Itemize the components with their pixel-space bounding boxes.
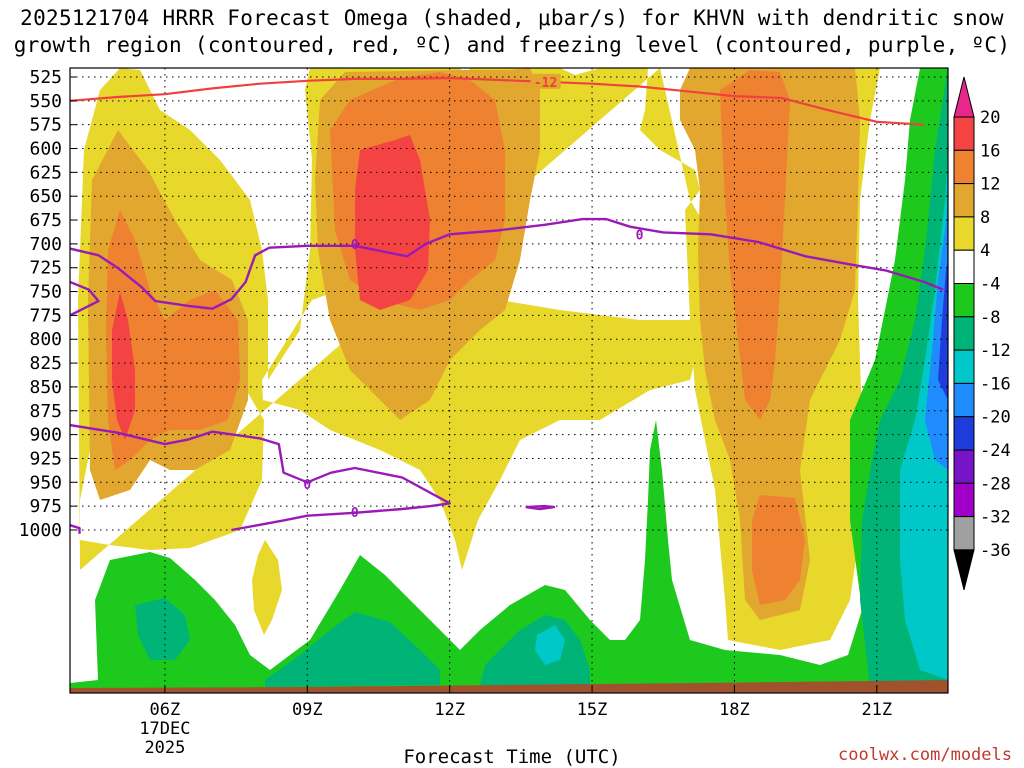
y-tick-label: 550: [29, 91, 62, 112]
colorbar-bin: [953, 183, 975, 218]
y-tick-label: 900: [29, 425, 62, 446]
colorbar-bin: [953, 516, 975, 551]
colorbar-bin: [953, 382, 975, 418]
freezing-level-label: 0: [636, 228, 644, 243]
x-tick-label: 15Z: [577, 700, 608, 720]
y-tick-label: 725: [29, 258, 62, 279]
y-tick-label: 975: [29, 496, 62, 517]
y-tick-label: 775: [29, 305, 62, 326]
y-tick-label: 650: [29, 186, 62, 207]
omega-shading: [70, 68, 948, 693]
colorbar-bin: [953, 249, 975, 284]
y-tick-label: 875: [29, 401, 62, 422]
x-gridlines: [164, 68, 878, 693]
colorbar-label: 4: [980, 241, 990, 261]
omega-region-12-16: [106, 70, 805, 605]
y-tick-label: 750: [29, 282, 62, 303]
terrain-ground: [70, 680, 948, 693]
colorbar-bin: [953, 283, 975, 318]
colorbar-label: -28: [980, 474, 1011, 494]
y-tick-label: 825: [29, 353, 62, 374]
y-tick-label: 625: [29, 162, 62, 183]
y-gridlines: [70, 76, 948, 531]
colorbar-label: -32: [980, 508, 1011, 528]
colorbar-label: 20: [980, 108, 1000, 128]
freezing-level-contour: [70, 217, 944, 310]
y-tick-label: 525: [29, 67, 62, 88]
freezing-level-label: 0: [303, 478, 311, 493]
colorbar-label: -20: [980, 408, 1011, 428]
x-tick-label: 18Z: [719, 700, 750, 720]
dgz-contour-minus12: [70, 76, 925, 126]
freezing-level-contour: [525, 504, 556, 511]
x-tick-label: 12Z: [434, 700, 465, 720]
colorbar-bin: [953, 216, 975, 251]
freezing-level-contour: [70, 524, 81, 534]
y-tick-label: 950: [29, 472, 62, 493]
dgz-label-bg: [530, 73, 561, 89]
dgz-contour-label: -12: [534, 76, 557, 91]
omega-region-minus20-minus16: [925, 210, 948, 470]
x-axis-title: Forecast Time (UTC): [403, 746, 621, 768]
freezing-level-contour: [70, 280, 100, 317]
x-year-label: 2025: [144, 738, 185, 758]
colorbar-label: -36: [980, 541, 1011, 561]
y-tick-label: 925: [29, 448, 62, 469]
colorbar-label: -24: [980, 441, 1011, 461]
y-tick-label: 600: [29, 139, 62, 160]
colorbar-label: 8: [980, 208, 990, 228]
colorbar-label: 16: [980, 141, 1000, 161]
credit-text: coolwx.com/models: [838, 745, 1012, 765]
freezing-level-contour: [70, 423, 451, 532]
y-tick-label: 850: [29, 377, 62, 398]
omega-region-minus12-minus8: [135, 68, 948, 690]
omega-region-4-8-isolated: [252, 540, 282, 635]
colorbar-label: -12: [980, 341, 1011, 361]
x-tick-label: 21Z: [861, 700, 892, 720]
freezing-level-label: 0: [351, 238, 359, 253]
chart-title-line2: growth region (contoured, red, ºC) and f…: [13, 33, 1011, 57]
colorbar-bin: [953, 316, 975, 351]
chart-title-line1: 2025121704 HRRR Forecast Omega (shaded, …: [20, 6, 1004, 30]
colorbar-label: -16: [980, 374, 1011, 394]
colorbar-overflow-bottom: [953, 549, 975, 591]
freezing-level-label: 0: [351, 506, 359, 521]
y-tick-label: 1000: [19, 520, 62, 541]
colorbar-label: -4: [980, 275, 1000, 295]
y-tick-label: 800: [29, 329, 62, 350]
omega-region-minus24-minus20: [938, 260, 948, 400]
colorbar-bin: [953, 449, 975, 484]
colorbar-label: 12: [980, 175, 1000, 195]
y-tick-label: 675: [29, 210, 62, 231]
x-date-label: 17DEC: [139, 719, 190, 739]
colorbar-overflow-top: [953, 76, 975, 118]
colorbar-bin: [953, 416, 975, 451]
omega-region-4-8: [78, 68, 880, 650]
colorbar-label: -8: [980, 308, 1000, 328]
x-tick-label: 09Z: [292, 700, 323, 720]
colorbar-bin: [953, 149, 975, 185]
contour-lines: -12 0 0 0 0: [70, 73, 944, 534]
y-tick-label: 575: [29, 115, 62, 136]
colorbar-bin: [953, 482, 975, 518]
omega-region-16-20: [112, 135, 430, 440]
colorbar-bin: [953, 349, 975, 384]
x-tick-label: 06Z: [150, 700, 181, 720]
colorbar: 20 16 12 8 4 -4 -8 -12 -16 -20 -24 -28 -32 -36: [953, 76, 1011, 591]
y-tick-label: 700: [29, 234, 62, 255]
plot-frame: [69, 67, 949, 694]
colorbar-bin: [953, 116, 975, 151]
